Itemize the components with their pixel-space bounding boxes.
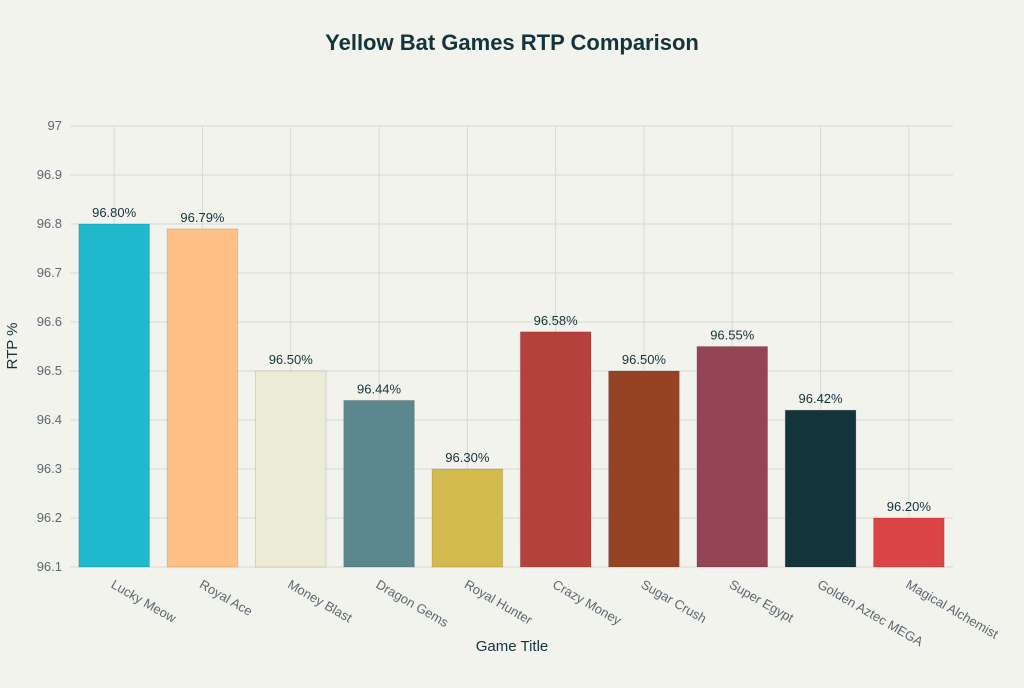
x-tick-label: Lucky Meow xyxy=(109,577,180,626)
data-label: 96.42% xyxy=(799,391,844,406)
bar-sugar-crush xyxy=(608,370,680,568)
x-axis-title: Game Title xyxy=(476,638,549,655)
y-axis-ticks: 96.1 96.2 96.3 96.4 96.5 96.6 96.7 96.8 96.9 97 xyxy=(37,118,62,574)
bar-money-blast xyxy=(254,370,327,568)
y-tick-label: 96.1 xyxy=(37,559,62,574)
x-axis-ticks: Lucky Meow Royal Ace Money Blast Dragon Gem… xyxy=(109,577,1002,650)
x-tick-label: Sugar Crush xyxy=(638,577,709,626)
x-tick-label: Royal Ace xyxy=(197,577,255,619)
data-label: 96.50% xyxy=(622,352,667,367)
bar-magical-alchemist xyxy=(873,517,945,568)
y-tick-label: 96.5 xyxy=(37,363,62,378)
bar-golden-aztec-mega xyxy=(784,409,857,568)
y-tick-label: 96.7 xyxy=(37,265,62,280)
data-label: 96.80% xyxy=(92,205,137,220)
y-tick-label: 96.8 xyxy=(37,216,62,231)
bar-lucky-meow xyxy=(78,223,150,568)
data-label: 96.55% xyxy=(710,328,755,343)
y-tick-label: 96.2 xyxy=(37,510,62,525)
y-tick-label: 96.3 xyxy=(37,461,62,476)
y-axis-title: RTP % xyxy=(4,323,21,370)
bar-royal-ace xyxy=(166,228,239,568)
y-tick-label: 97 xyxy=(48,118,62,133)
data-label: 96.50% xyxy=(269,352,314,367)
bar-crazy-money xyxy=(519,331,592,568)
data-label: 96.44% xyxy=(357,381,402,396)
x-tick-label: Royal Hunter xyxy=(462,577,536,628)
x-tick-label: Crazy Money xyxy=(550,577,624,629)
bar-royal-hunter xyxy=(431,468,504,568)
bars xyxy=(78,223,945,568)
y-tick-label: 96.9 xyxy=(37,167,62,182)
data-label: 96.58% xyxy=(534,313,579,328)
data-label: 96.79% xyxy=(180,210,225,225)
x-tick-label: Money Blast xyxy=(285,577,355,626)
chart-title: Yellow Bat Games RTP Comparison xyxy=(325,30,699,55)
x-tick-label: Super Egypt xyxy=(727,577,797,626)
bar-dragon-gems xyxy=(343,399,415,568)
data-labels: 96.80% 96.79% 96.50% 96.44% 96.30% 96.58% 96.5… xyxy=(92,205,931,514)
data-label: 96.30% xyxy=(445,450,490,465)
y-tick-label: 96.4 xyxy=(37,412,62,427)
data-label: 96.20% xyxy=(887,499,932,514)
y-tick-label: 96.6 xyxy=(37,314,62,329)
bar-super-egypt xyxy=(696,346,769,568)
x-tick-label: Dragon Gems xyxy=(374,577,452,631)
